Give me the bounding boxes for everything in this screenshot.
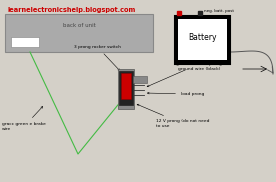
Text: load prong: load prong <box>147 92 204 96</box>
Text: 3 prong rocker switch: 3 prong rocker switch <box>74 45 121 71</box>
Bar <box>175 16 230 64</box>
Bar <box>121 73 131 99</box>
Bar <box>133 76 147 83</box>
Bar <box>178 19 227 60</box>
Bar <box>5 14 153 52</box>
Text: ground (earth) prong: ground (earth) prong <box>147 62 222 87</box>
Bar <box>118 69 134 109</box>
Text: Battery: Battery <box>188 33 217 43</box>
Text: 12 V prong (do not need
to use: 12 V prong (do not need to use <box>137 104 209 128</box>
Text: ground wire (black): ground wire (black) <box>178 67 220 71</box>
Text: learnelectronicshelp.blogspot.com: learnelectronicshelp.blogspot.com <box>8 7 136 13</box>
Text: neg. batt. post: neg. batt. post <box>205 9 235 13</box>
Bar <box>11 37 39 47</box>
Text: back of unit: back of unit <box>63 23 95 28</box>
Bar <box>119 71 133 105</box>
Text: gracc green e brake
wire: gracc green e brake wire <box>2 106 46 131</box>
